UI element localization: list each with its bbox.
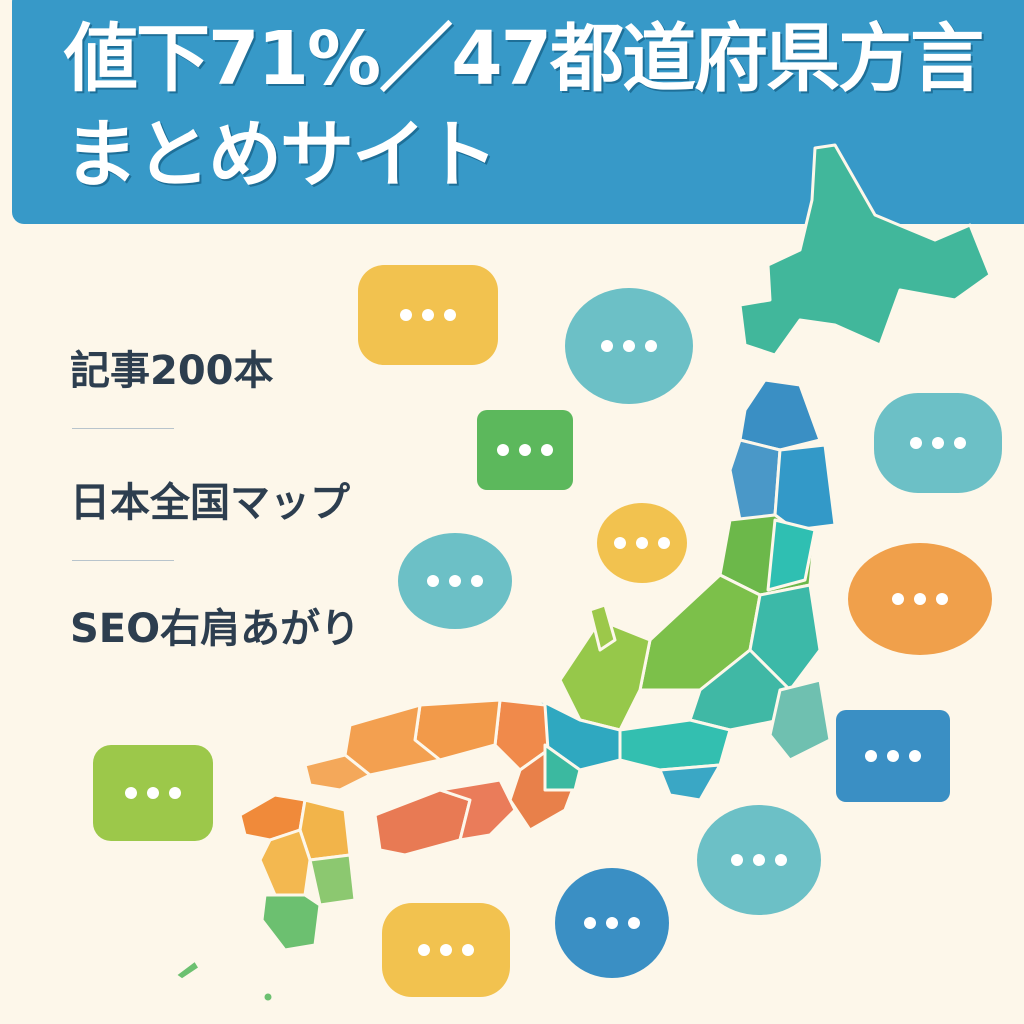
speech-bubble-icon [398,533,512,629]
chugoku-c [303,753,372,792]
kyushu-d [308,853,357,907]
noto [588,603,617,652]
izu [658,763,722,802]
tohoku-west [728,438,782,522]
speech-bubble-icon [382,903,510,997]
shikoku-b [438,778,517,842]
hokkaido-shape [738,143,992,357]
speech-bubble-icon [874,393,1002,493]
kanto-c [768,678,832,762]
page-title-line1: 値下71%／47都道府県方言 [64,16,984,102]
island-a [173,958,202,982]
feature-seo: SEO右肩あがり [70,606,361,652]
speech-bubble-icon [93,745,213,841]
feature-articles: 記事200本 [70,348,274,394]
kyushu-e [260,893,322,952]
divider [72,428,174,429]
speech-bubble-icon [697,805,821,915]
speech-bubble-icon [477,410,573,490]
tohoku-miyagi [766,518,817,592]
speech-bubble-icon [565,288,693,404]
speech-bubble-icon [358,265,498,365]
divider [72,560,174,561]
island-b [261,990,275,1004]
speech-bubble-icon [597,503,687,583]
tohoku-north [738,378,822,452]
kanto-a [748,583,822,692]
page-title-line2: まとめサイト [64,112,498,198]
speech-bubble-icon [555,868,669,978]
tokai [618,718,732,772]
speech-bubble-icon [836,710,950,802]
shikoku-a [373,788,472,857]
speech-bubble-icon [848,543,992,655]
tohoku-east [773,443,837,532]
feature-map: 日本全国マップ [70,480,350,526]
kinki-c [543,743,582,792]
